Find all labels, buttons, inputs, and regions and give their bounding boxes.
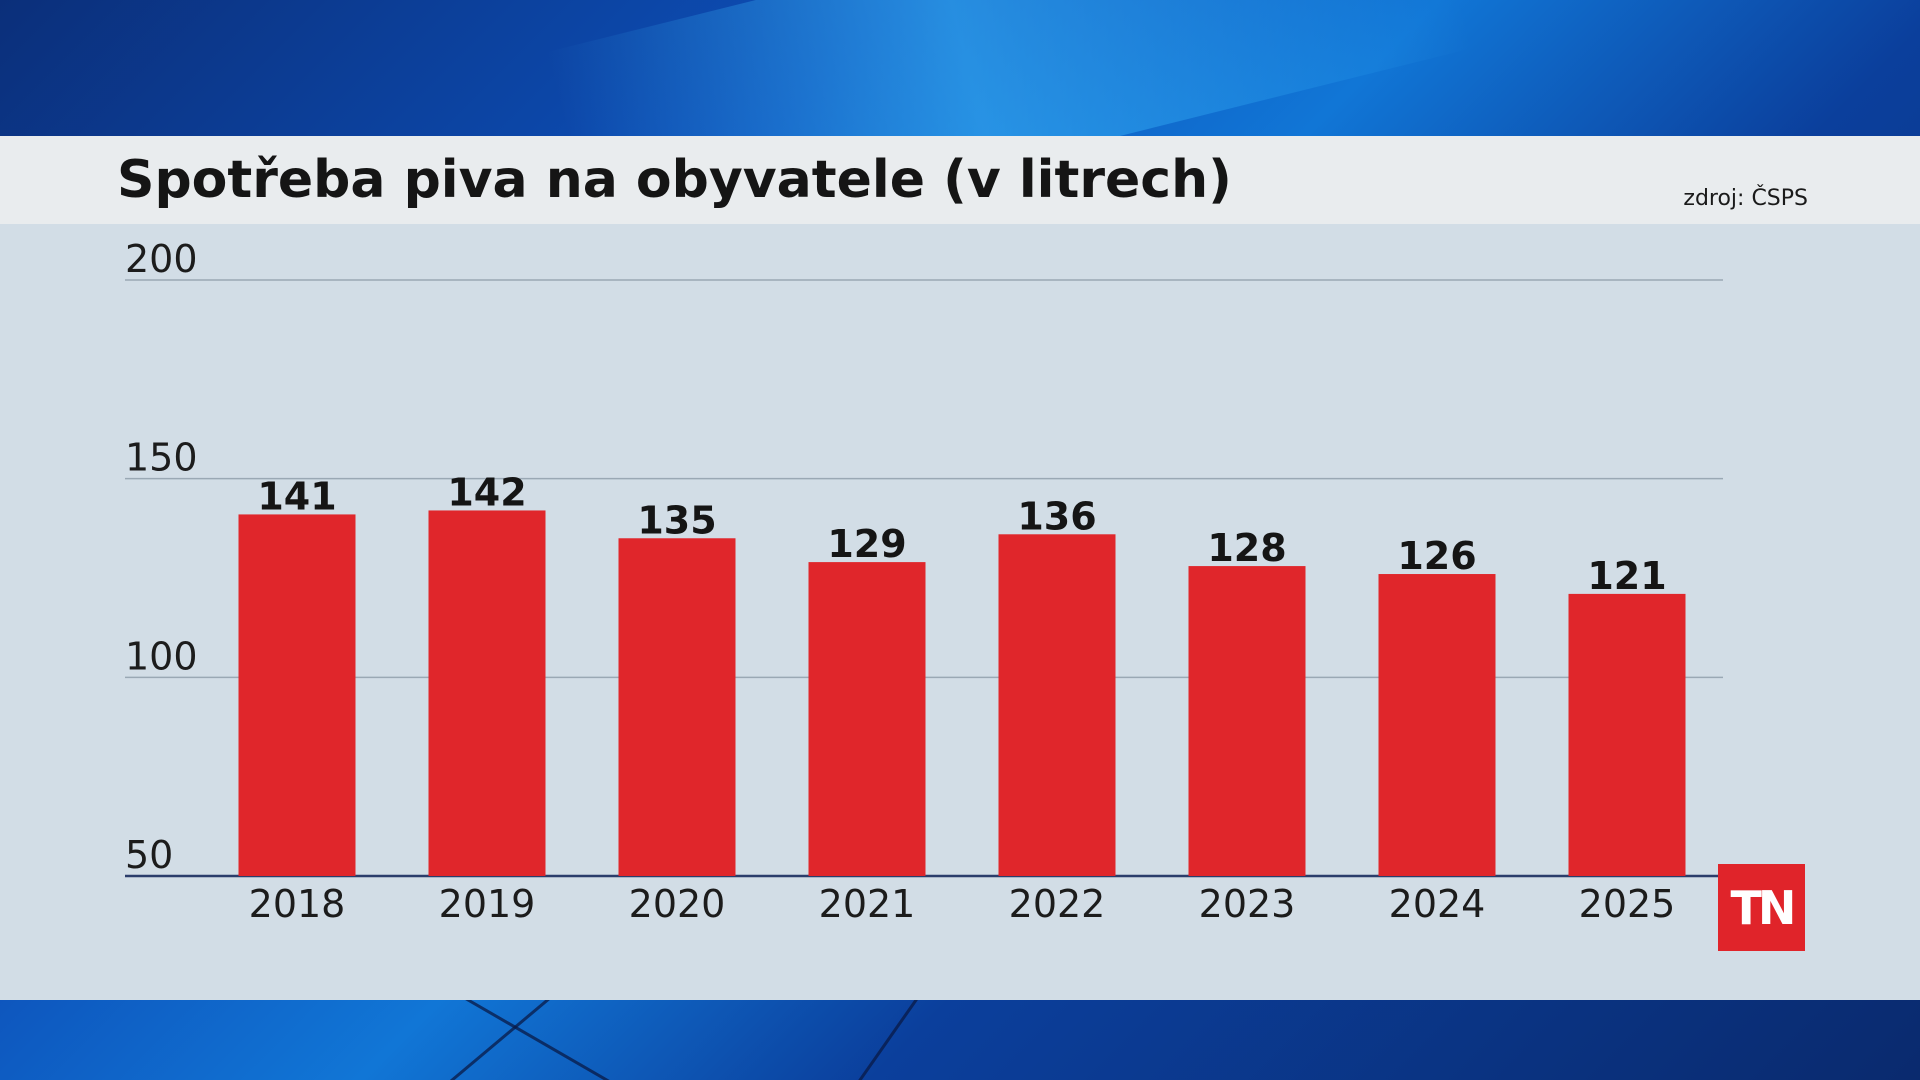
- y-tick-label: 100: [125, 634, 198, 678]
- bar: [1378, 574, 1496, 876]
- bar-value-label: 129: [827, 522, 906, 566]
- bar-value-labels: 141 142 135 129 136 128 126 121: [257, 470, 1666, 597]
- y-tick-label: 50: [125, 833, 173, 877]
- x-tick-label: 2022: [1009, 882, 1106, 926]
- x-axis-tick-labels: 2018 2019 2020 2021 2022 2023 2024 2025: [249, 882, 1676, 926]
- x-tick-label: 2019: [439, 882, 536, 926]
- bar: [808, 562, 926, 876]
- bar: [428, 510, 546, 876]
- bar-chart: 50 100 150 200 141 142 135 129 136 128 126 121 201…: [125, 237, 1723, 926]
- y-axis-tick-labels: 50 100 150 200: [125, 237, 198, 877]
- bar: [238, 514, 356, 876]
- bar-value-label: 128: [1207, 526, 1286, 570]
- bar-value-label: 126: [1397, 534, 1476, 578]
- x-tick-label: 2020: [629, 882, 726, 926]
- y-tick-label: 150: [125, 436, 198, 480]
- bar-value-label: 136: [1017, 494, 1096, 538]
- bars: [238, 510, 1686, 876]
- title-bar: Spotřeba piva na obyvatele (v litrech) z…: [0, 136, 1920, 224]
- x-tick-label: 2018: [249, 882, 346, 926]
- x-tick-label: 2025: [1579, 882, 1676, 926]
- bar: [1568, 593, 1686, 876]
- x-tick-label: 2024: [1389, 882, 1486, 926]
- source-note: zdroj: ČSPS: [1683, 186, 1808, 211]
- bar: [618, 538, 736, 876]
- chart-title: Spotřeba piva na obyvatele (v litrech): [117, 150, 1232, 210]
- x-tick-label: 2021: [819, 882, 916, 926]
- chart-panel: Spotřeba piva na obyvatele (v litrech) z…: [0, 136, 1920, 1000]
- tn-logo: TN: [1718, 864, 1805, 951]
- bar-value-label: 121: [1587, 554, 1666, 598]
- bar: [1188, 566, 1306, 876]
- bar-value-label: 142: [447, 470, 526, 514]
- y-tick-label: 200: [125, 237, 198, 281]
- bar-value-label: 141: [257, 474, 336, 518]
- x-tick-label: 2023: [1199, 882, 1296, 926]
- bar: [998, 534, 1116, 876]
- bar-value-label: 135: [637, 498, 716, 542]
